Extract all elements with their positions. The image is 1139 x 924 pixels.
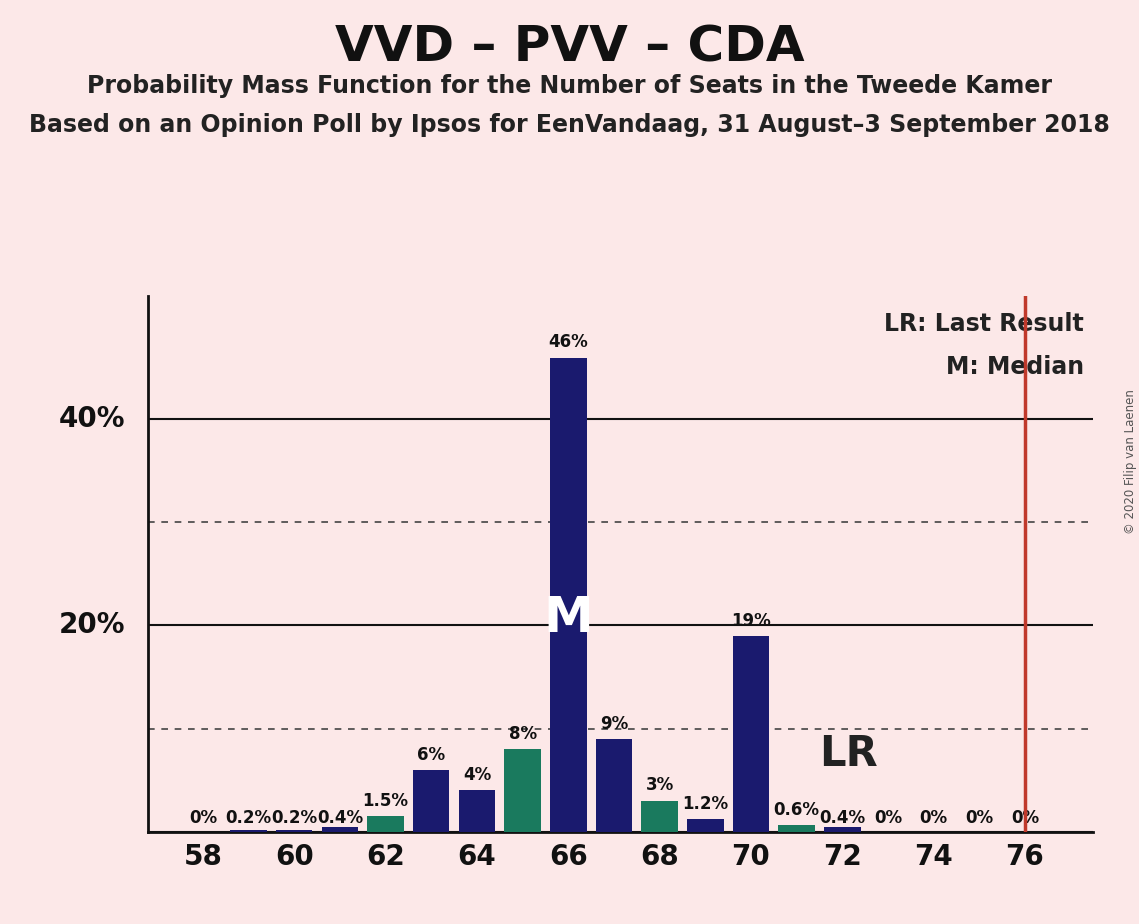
Bar: [321, 828, 358, 832]
Bar: [459, 790, 495, 832]
Text: 8%: 8%: [508, 725, 536, 743]
Text: VVD – PVV – CDA: VVD – PVV – CDA: [335, 23, 804, 71]
Text: 0%: 0%: [965, 809, 993, 828]
Text: 0.4%: 0.4%: [317, 809, 363, 828]
Bar: [230, 830, 267, 832]
Text: 0.4%: 0.4%: [819, 809, 866, 828]
Text: 0%: 0%: [1011, 809, 1039, 828]
Text: M: Median: M: Median: [945, 355, 1084, 379]
Text: 19%: 19%: [731, 612, 771, 629]
Text: 46%: 46%: [548, 334, 588, 351]
Bar: [732, 636, 769, 832]
Text: Based on an Opinion Poll by Ipsos for EenVandaag, 31 August–3 September 2018: Based on an Opinion Poll by Ipsos for Ee…: [30, 113, 1109, 137]
Text: 0.2%: 0.2%: [226, 809, 271, 828]
Text: LR: LR: [819, 734, 878, 775]
Bar: [641, 801, 678, 832]
Text: 20%: 20%: [59, 612, 125, 639]
Bar: [276, 830, 312, 832]
Text: 1.5%: 1.5%: [362, 792, 409, 810]
Text: © 2020 Filip van Laenen: © 2020 Filip van Laenen: [1124, 390, 1137, 534]
Text: Probability Mass Function for the Number of Seats in the Tweede Kamer: Probability Mass Function for the Number…: [87, 74, 1052, 98]
Bar: [778, 825, 814, 832]
Text: 1.2%: 1.2%: [682, 795, 728, 813]
Text: LR: Last Result: LR: Last Result: [884, 311, 1084, 335]
Text: 0%: 0%: [874, 809, 902, 828]
Bar: [413, 770, 450, 832]
Text: M: M: [543, 594, 593, 642]
Text: 0%: 0%: [189, 809, 216, 828]
Bar: [550, 358, 587, 832]
Text: 40%: 40%: [59, 406, 125, 433]
Text: 0.2%: 0.2%: [271, 809, 318, 828]
Text: 0%: 0%: [919, 809, 948, 828]
Text: 3%: 3%: [646, 776, 673, 795]
Bar: [596, 739, 632, 832]
Text: 4%: 4%: [462, 766, 491, 784]
Bar: [505, 749, 541, 832]
Text: 6%: 6%: [417, 746, 445, 763]
Text: 0.6%: 0.6%: [773, 801, 820, 820]
Text: 9%: 9%: [600, 714, 628, 733]
Bar: [367, 816, 404, 832]
Bar: [687, 820, 723, 832]
Bar: [823, 828, 861, 832]
